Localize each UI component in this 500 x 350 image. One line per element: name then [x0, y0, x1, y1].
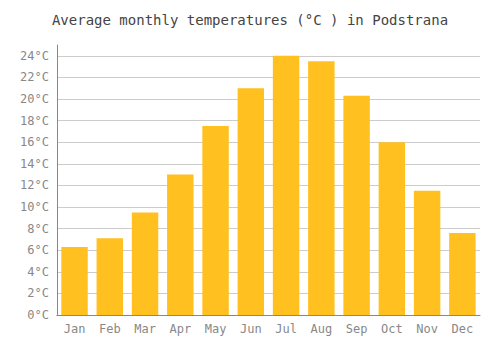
svg-text:Dec: Dec: [452, 322, 474, 336]
svg-text:24°C: 24°C: [20, 49, 49, 63]
svg-text:Nov: Nov: [416, 322, 438, 336]
svg-text:Feb: Feb: [99, 322, 121, 336]
svg-text:Jun: Jun: [240, 322, 262, 336]
svg-text:10°C: 10°C: [20, 200, 49, 214]
svg-text:2°C: 2°C: [27, 286, 49, 300]
svg-text:18°C: 18°C: [20, 114, 49, 128]
svg-text:May: May: [205, 322, 227, 336]
svg-text:Aug: Aug: [310, 322, 332, 336]
svg-text:12°C: 12°C: [20, 178, 49, 192]
svg-text:Apr: Apr: [169, 322, 191, 336]
svg-text:20°C: 20°C: [20, 92, 49, 106]
svg-text:Oct: Oct: [381, 322, 403, 336]
svg-text:8°C: 8°C: [27, 222, 49, 236]
svg-text:Average monthly temperatures (: Average monthly temperatures (°C ) in Po…: [52, 12, 448, 28]
svg-text:16°C: 16°C: [20, 135, 49, 149]
svg-text:22°C: 22°C: [20, 70, 49, 84]
svg-text:6°C: 6°C: [27, 243, 49, 257]
svg-text:4°C: 4°C: [27, 265, 49, 279]
svg-text:Jul: Jul: [275, 322, 297, 336]
svg-text:Sep: Sep: [346, 322, 368, 336]
svg-text:0°C: 0°C: [27, 308, 49, 322]
svg-text:Jan: Jan: [64, 322, 86, 336]
svg-text:Mar: Mar: [134, 322, 156, 336]
svg-text:14°C: 14°C: [20, 157, 49, 171]
